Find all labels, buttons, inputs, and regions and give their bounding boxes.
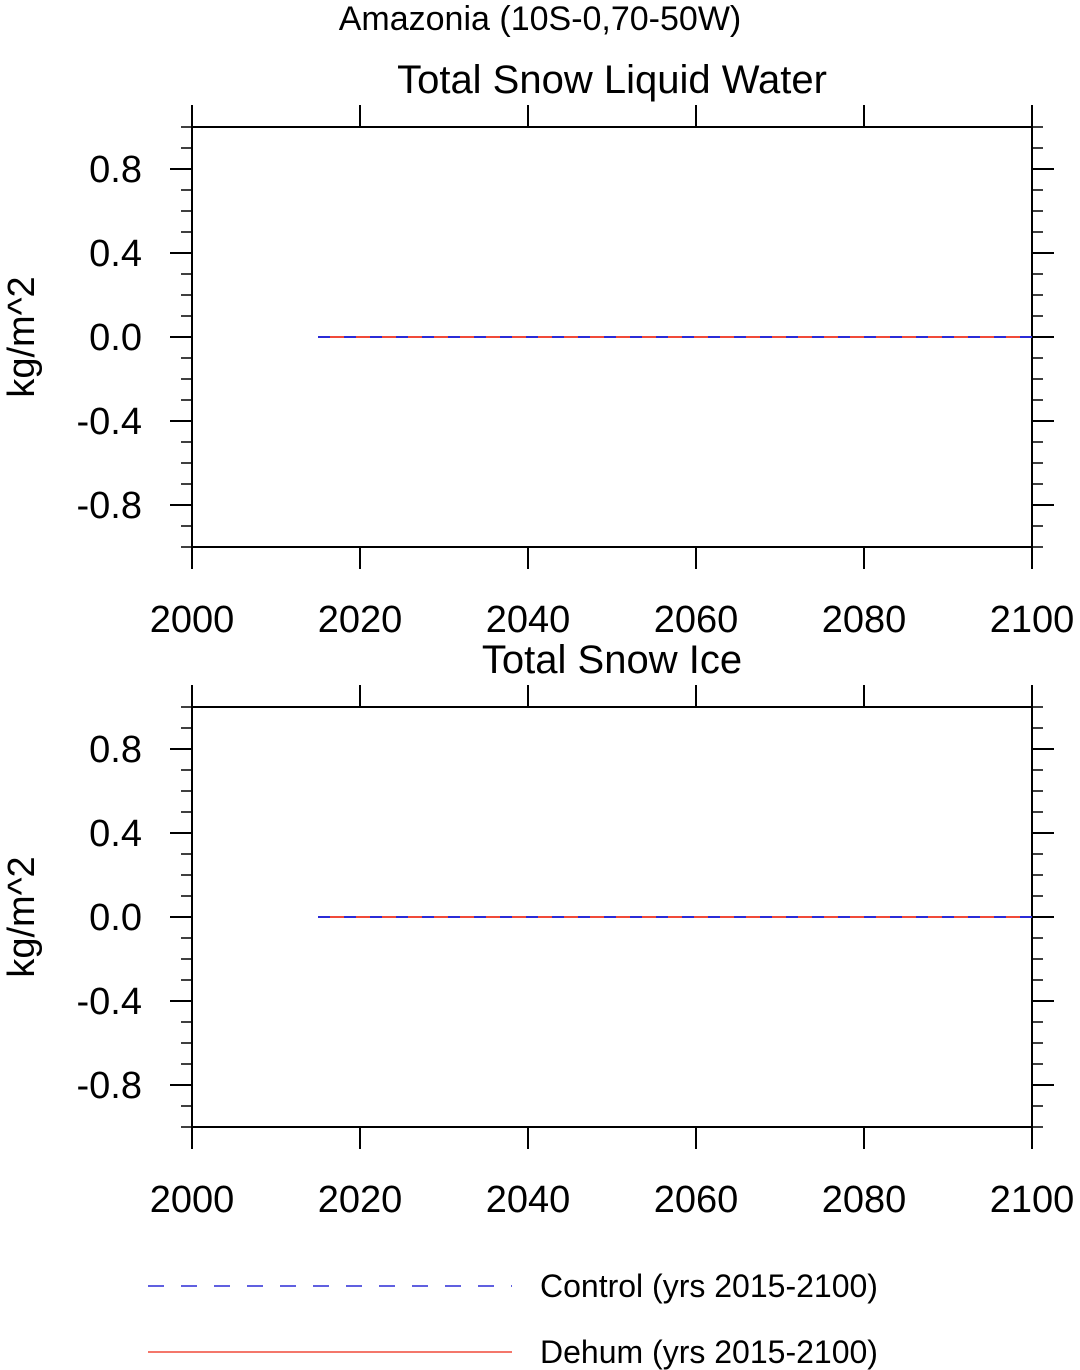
y-tick-label: 0.4: [89, 813, 142, 855]
panel-2: Total Snow Ice 2000 2020 2040 2060 2080 2100 0.…: [1, 638, 1074, 1221]
y-tick-label: -0.8: [77, 485, 142, 527]
y-tick-label: -0.8: [77, 1065, 142, 1107]
legend-label: Dehum (yrs 2015-2100): [540, 1334, 878, 1370]
panels: Total Snow Liquid Water 2000 2020 2040 2060 2…: [1, 58, 1074, 1221]
x-tick-label: 2060: [654, 599, 739, 641]
x-tick-label: 2080: [822, 599, 907, 641]
y-tick-label: 0.0: [89, 897, 142, 939]
y-tick-label: -0.4: [77, 981, 142, 1023]
figure-title: Amazonia (10S-0,70-50W): [339, 0, 742, 38]
y-axis-label: kg/m^2: [1, 856, 43, 977]
x-tick-label: 2000: [150, 599, 235, 641]
legend-label: Control (yrs 2015-2100): [540, 1268, 878, 1304]
x-tick-label: 2060: [654, 1179, 739, 1221]
legend: Control (yrs 2015-2100) Dehum (yrs 2015-2…: [148, 1268, 878, 1370]
y-tick-label: 0.0: [89, 317, 142, 359]
x-tick-label: 2020: [318, 599, 403, 641]
x-tick-label: 2040: [486, 599, 571, 641]
y-tick-label: 0.8: [89, 149, 142, 191]
panel-1: Total Snow Liquid Water 2000 2020 2040 2060 2…: [1, 58, 1074, 641]
y-axis-label: kg/m^2: [1, 276, 43, 397]
x-tick-label: 2100: [990, 599, 1075, 641]
panel-title: Total Snow Liquid Water: [397, 58, 827, 102]
y-tick-label: 0.8: [89, 729, 142, 771]
x-tick-label: 2040: [486, 1179, 571, 1221]
x-tick-label: 2020: [318, 1179, 403, 1221]
x-tick-label: 2100: [990, 1179, 1075, 1221]
panel-title: Total Snow Ice: [482, 638, 742, 682]
x-tick-label: 2000: [150, 1179, 235, 1221]
y-tick-label: 0.4: [89, 233, 142, 275]
y-tick-label: -0.4: [77, 401, 142, 443]
x-tick-label: 2080: [822, 1179, 907, 1221]
